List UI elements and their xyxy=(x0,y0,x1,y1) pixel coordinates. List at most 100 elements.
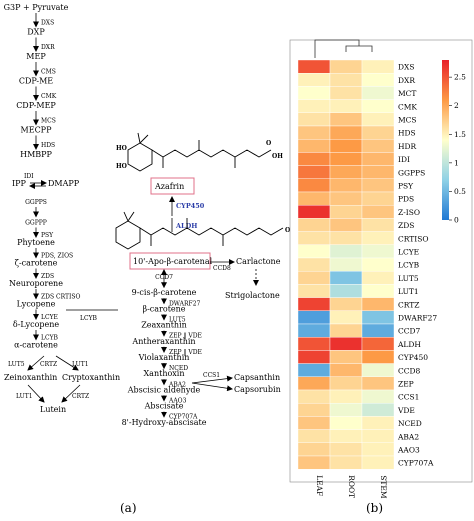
enzyme-mcs: MCS xyxy=(41,117,56,124)
heat-cell-aao3-stem xyxy=(361,442,395,457)
cyp450-enzyme: CYP450 xyxy=(176,202,205,210)
lut1-enzyme: LUT1 xyxy=(72,361,89,368)
arrow-crypto-to-lutein xyxy=(61,384,81,403)
heat-cell-lut1-root xyxy=(329,284,363,298)
heat-cell-lut5-stem xyxy=(361,271,395,285)
metabolite-carotene: β-carotene xyxy=(142,304,185,313)
heat-cell-cmk-root xyxy=(329,99,363,113)
azafrin-oh-1: HO xyxy=(116,145,127,152)
heat-cell-idi-stem xyxy=(361,152,395,166)
metabolite-carotene: ζ-carotene xyxy=(15,259,58,268)
heat-cell-psy-root xyxy=(329,178,363,193)
heat-cell-hds-leaf xyxy=(297,125,331,140)
heat-cell-pds-leaf xyxy=(297,191,331,206)
enzyme-zep-vde: ZEP ‖ VDE xyxy=(169,333,202,340)
heat-cell-zep-stem xyxy=(361,376,395,391)
heat-cell-mcs-stem xyxy=(361,112,395,127)
heat-cell-lut1-stem xyxy=(361,284,395,298)
enzyme-aba2: ABA2 xyxy=(168,381,186,388)
enzyme-lcye: LCYE xyxy=(41,314,58,321)
gene-label-ccd7: CCD7 xyxy=(398,327,420,336)
metabolite-dxp: DXP xyxy=(27,28,45,37)
arrow-to-capsorubin xyxy=(191,382,233,392)
metabolite-cdp-me: CDP-ME xyxy=(19,77,53,86)
gene-label-aldh: ALDH xyxy=(397,340,421,349)
heat-cell-lut5-leaf xyxy=(297,271,331,285)
capsorubin-label: Capsorubin xyxy=(234,385,281,394)
metabolite-zeaxanthin: Zeaxanthin xyxy=(141,321,187,330)
metabolite-lycopene: δ-Lycopene xyxy=(13,320,60,329)
gene-label-ggpps: GGPPS xyxy=(398,168,425,177)
colorbar-ticks: 2.5 2 1.5 1 0.5 0 xyxy=(449,73,466,225)
metabolite-g3p-pyruvate: G3P + Pyruvate xyxy=(4,3,69,12)
heat-cell-zep-leaf xyxy=(297,376,331,391)
heat-cell-hds-stem xyxy=(361,125,395,140)
gene-label-dxs: DXS xyxy=(398,63,415,72)
heat-cell-dwarf27-root xyxy=(329,310,363,325)
heat-cell-ccd7-leaf xyxy=(297,323,331,338)
gene-label-mct: MCT xyxy=(398,89,416,98)
heat-cell-ggpps-leaf xyxy=(297,165,331,180)
colorbar-tick-label-1-5: 1.5 xyxy=(454,130,466,139)
metabolite-xanthoxin: Xanthoxin xyxy=(143,369,184,378)
metabolite-neuroporene: Neuroporene xyxy=(9,279,63,288)
arrow-to-zeinoxanthin xyxy=(27,355,45,371)
metabolite-mep: MEP xyxy=(26,52,46,61)
column-label-leaf: LEAF xyxy=(315,475,324,496)
heat-cell-cmk-stem xyxy=(361,99,395,113)
gene-label-ccs1: CCS1 xyxy=(398,393,419,402)
metabolite-cdp-mep: CDP-MEP xyxy=(16,101,56,110)
gene-label-ccd8: CCD8 xyxy=(398,366,420,375)
heat-cell-crtiso-root xyxy=(329,231,363,246)
column-dendrogram xyxy=(314,39,373,58)
enzyme-nced: NCED xyxy=(169,365,188,372)
heat-cell-zep-root xyxy=(329,376,363,391)
azafrin-o: O xyxy=(266,140,271,147)
azafrin-oh-2: HO xyxy=(116,163,127,170)
metabolite-abscisate: Abscisate xyxy=(144,402,184,411)
heat-cell-vde-root xyxy=(329,403,363,417)
arrow-zein-to-lutein xyxy=(27,384,45,403)
column-label-root: ROOT xyxy=(347,475,356,498)
heat-cell-nced-stem xyxy=(361,416,395,430)
aldh-enzyme: ALDH xyxy=(175,222,197,230)
colorbar-tick-label-0-5: 0.5 xyxy=(454,187,466,196)
heat-cell-crtz-root xyxy=(329,297,363,312)
metabolite-lycopene: Lycopene xyxy=(17,300,56,309)
heat-cell-cyp450-root xyxy=(329,350,363,364)
heat-cell-lcyb-root xyxy=(329,257,363,272)
heat-cell-lcye-root xyxy=(329,244,363,259)
column-labels: LEAF ROOT STEM xyxy=(315,475,388,499)
heat-cell-dwarf27-stem xyxy=(361,310,395,325)
enzyme-lut5: LUT5 xyxy=(169,317,186,324)
metabolite-hmbpp: HMBPP xyxy=(20,150,52,159)
heat-cell-lcyb-stem xyxy=(361,257,395,272)
heat-cell-aba2-stem xyxy=(361,429,395,444)
heat-cell-cyp450-leaf xyxy=(297,350,331,364)
azafrin-structure xyxy=(127,132,272,172)
heat-cell-aldh-root xyxy=(329,337,363,351)
enzyme-aao3: AAO3 xyxy=(168,398,187,405)
enzyme-hds: HDS xyxy=(41,142,55,149)
lut5-enzyme: LUT5 xyxy=(8,361,25,368)
heat-cell-dxs-stem xyxy=(361,59,395,74)
arrow-to-capsanthin xyxy=(191,375,233,384)
heat-cell-aao3-leaf xyxy=(297,442,331,457)
metabolite-phytoene: Phytoene xyxy=(17,238,55,247)
enzyme-cms: CMS xyxy=(41,68,56,75)
metabolite-ggppp: GGPPP xyxy=(25,220,47,227)
capsanthin-label: Capsanthin xyxy=(234,373,280,382)
heat-cell-ccd8-stem xyxy=(361,363,395,378)
heat-cell-dxr-root xyxy=(329,72,363,87)
heat-cell-ccd7-stem xyxy=(361,323,395,338)
heat-cell-dxr-stem xyxy=(361,72,395,87)
gene-label-cmk: CMK xyxy=(398,102,417,111)
heat-cell-aldh-stem xyxy=(361,337,395,351)
heat-cell-nced-leaf xyxy=(297,416,331,430)
heat-cell-hds-root xyxy=(329,125,363,140)
enzyme-pds-zios: PDS, ZIOS xyxy=(41,252,73,259)
heat-cell-psy-leaf xyxy=(297,178,331,193)
heatmap-frame xyxy=(289,39,473,483)
